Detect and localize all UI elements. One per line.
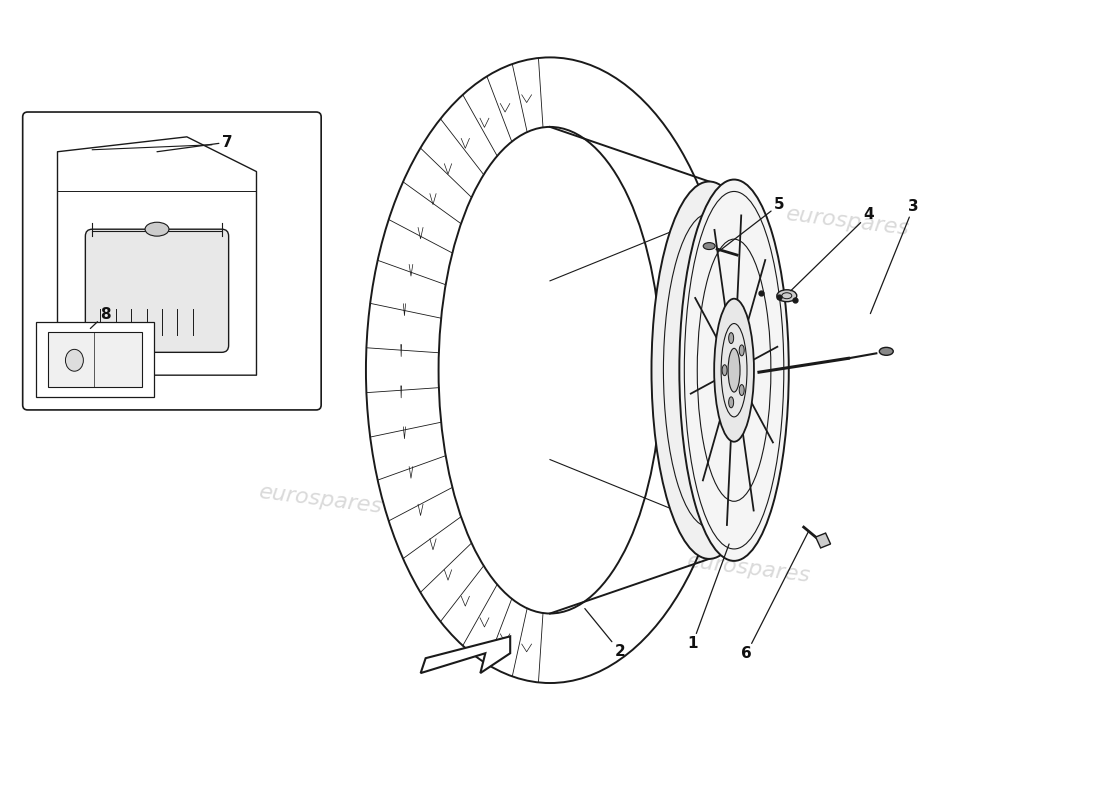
- Ellipse shape: [722, 365, 727, 376]
- Polygon shape: [47, 333, 142, 387]
- Text: 8: 8: [90, 306, 111, 329]
- Polygon shape: [816, 533, 831, 548]
- Text: eurospares: eurospares: [258, 482, 384, 517]
- Ellipse shape: [145, 222, 169, 236]
- Ellipse shape: [777, 290, 796, 302]
- Text: eurospares: eurospares: [785, 204, 912, 238]
- Text: eurospares: eurospares: [686, 551, 812, 586]
- Text: 3: 3: [870, 199, 918, 314]
- Text: 2: 2: [585, 609, 626, 659]
- Ellipse shape: [714, 298, 754, 442]
- Ellipse shape: [728, 348, 740, 392]
- Text: 6: 6: [741, 531, 808, 661]
- Text: 1: 1: [688, 544, 729, 651]
- Ellipse shape: [680, 179, 789, 561]
- FancyBboxPatch shape: [86, 229, 229, 352]
- Ellipse shape: [739, 345, 745, 356]
- FancyBboxPatch shape: [35, 322, 154, 397]
- Ellipse shape: [728, 397, 734, 408]
- Ellipse shape: [703, 242, 715, 250]
- FancyBboxPatch shape: [23, 112, 321, 410]
- Ellipse shape: [879, 347, 893, 355]
- Ellipse shape: [66, 350, 84, 371]
- Text: 7: 7: [157, 134, 232, 152]
- Ellipse shape: [651, 182, 767, 559]
- Polygon shape: [420, 636, 510, 673]
- Ellipse shape: [728, 333, 734, 343]
- Text: 4: 4: [791, 207, 874, 290]
- Ellipse shape: [739, 385, 745, 395]
- Text: 5: 5: [719, 198, 784, 251]
